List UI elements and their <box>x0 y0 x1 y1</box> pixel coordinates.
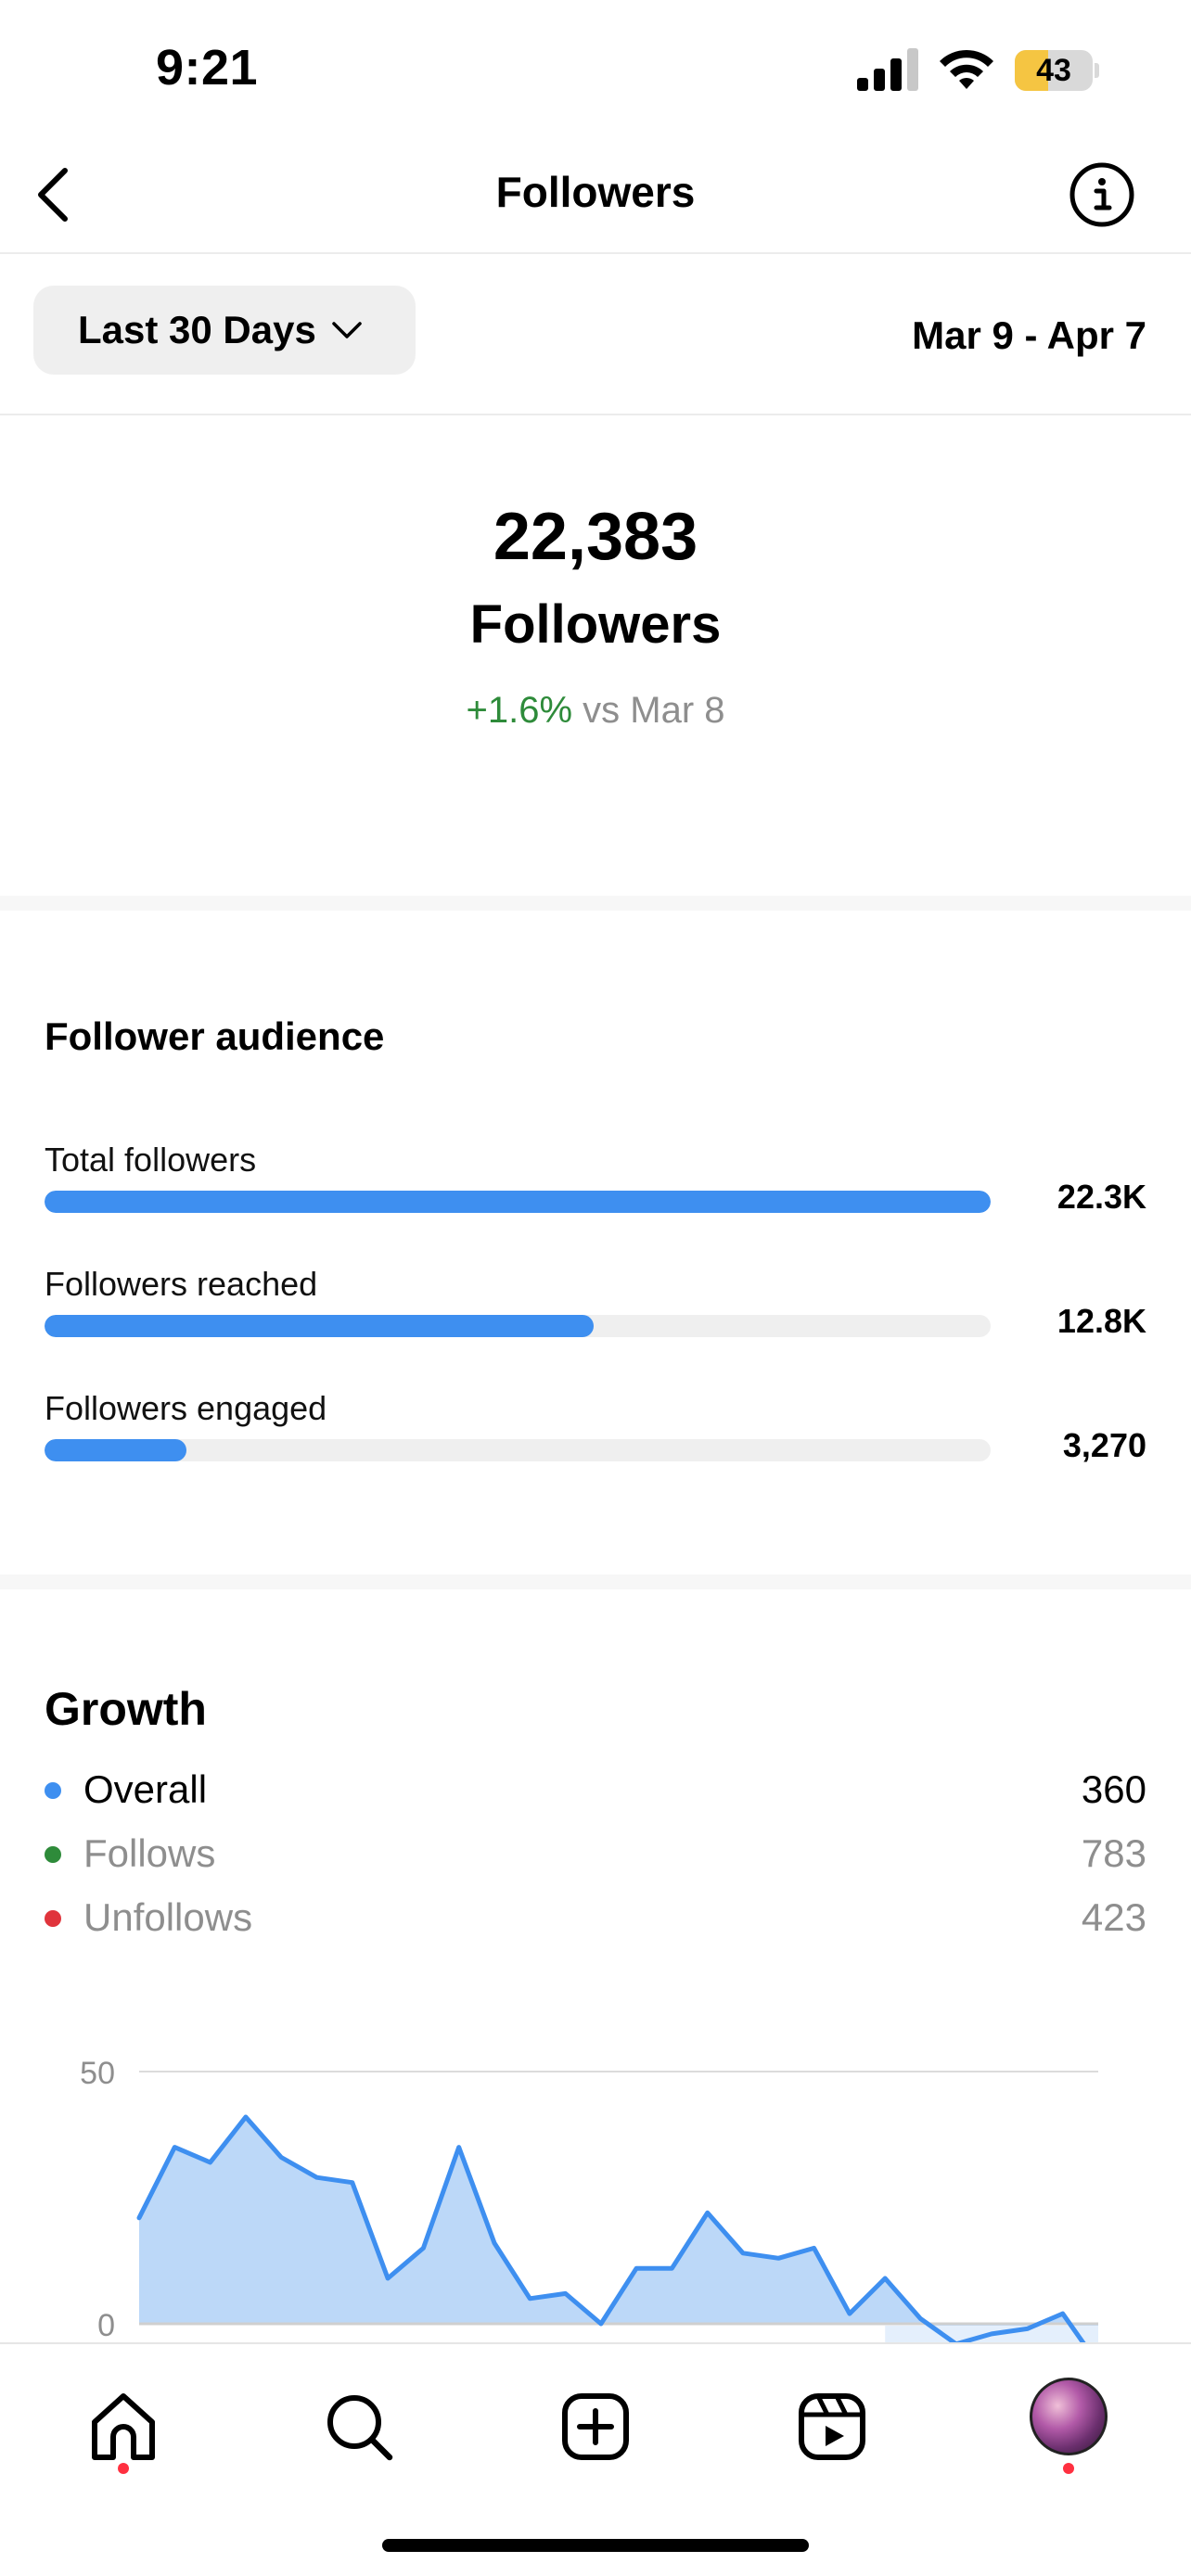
follower-audience-section: Follower audience Total followers 22.3K … <box>0 911 1191 1575</box>
search-icon <box>327 2395 393 2461</box>
change-line: +1.6% vs Mar 8 <box>0 690 1191 732</box>
plus-square-icon <box>562 2393 629 2460</box>
y-tick-label: 50 <box>80 2056 115 2091</box>
metric-track <box>45 1191 991 1213</box>
legend-unfollows[interactable]: Unfollows 423 <box>45 1890 1146 1945</box>
tab-reels[interactable] <box>790 2385 874 2468</box>
metric-label: Followers reached <box>45 1265 318 1303</box>
metric-total-followers: Total followers 22.3K <box>45 1141 1146 1233</box>
legend-label: Unfollows <box>83 1895 253 1939</box>
legend-label: Overall <box>83 1767 208 1811</box>
section-title: Follower audience <box>45 1014 385 1058</box>
profile-notification-dot <box>1063 2463 1074 2474</box>
avatar[interactable] <box>1030 2378 1108 2455</box>
metric-followers-reached: Followers reached 12.8K <box>45 1265 1146 1358</box>
metric-bar <box>45 1439 186 1461</box>
date-range-text: Mar 9 - Apr 7 <box>912 313 1146 357</box>
legend-value: 360 <box>1081 1767 1146 1811</box>
reels-icon <box>799 2393 865 2460</box>
followers-summary: 22,383 Followers +1.6% vs Mar 8 <box>0 417 1191 896</box>
metric-followers-engaged: Followers engaged 3,270 <box>45 1389 1146 1482</box>
battery-charging-icon: 43 <box>1015 50 1099 91</box>
overall-line <box>136 2114 1089 2346</box>
metric-track <box>45 1439 991 1461</box>
date-range-dropdown[interactable]: Last 30 Days <box>33 286 416 375</box>
chevron-left-icon[interactable] <box>28 161 80 228</box>
bottom-tab-bar <box>0 2342 1191 2576</box>
nav-header: Followers <box>0 139 1191 254</box>
legend-overall[interactable]: Overall 360 <box>45 1762 1146 1817</box>
followers-label: Followers <box>469 594 722 655</box>
change-percent: +1.6% <box>466 690 573 731</box>
info-icon[interactable] <box>1067 159 1137 230</box>
section-divider <box>0 1575 1191 1589</box>
metric-bar <box>45 1191 991 1213</box>
legend-label: Follows <box>83 1831 216 1875</box>
tab-search[interactable] <box>317 2385 401 2468</box>
metric-value: 22.3K <box>1057 1178 1146 1216</box>
legend-dot <box>45 1782 61 1799</box>
home-icon <box>92 2393 155 2460</box>
battery-percentage: 43 <box>1036 53 1071 88</box>
growth-chart-svg: 50 0 <box>80 2056 1098 2346</box>
y-tick-label: 0 <box>97 2308 115 2343</box>
tab-create[interactable] <box>554 2385 637 2468</box>
legend-value: 423 <box>1081 1895 1146 1939</box>
metric-bar <box>45 1315 594 1337</box>
legend-value: 783 <box>1081 1831 1146 1875</box>
growth-chart[interactable]: 50 0 <box>0 2040 1191 2346</box>
legend-dot <box>45 1846 61 1863</box>
overall-area <box>139 2117 1098 2346</box>
metric-label: Followers engaged <box>45 1389 327 1427</box>
growth-section: Growth Overall 360 Follows 783 Unfollows… <box>0 1589 1191 2350</box>
page-title: Followers <box>495 168 696 216</box>
metric-track <box>45 1315 991 1337</box>
metric-value: 3,270 <box>1062 1426 1146 1464</box>
legend-dot <box>45 1910 61 1927</box>
home-notification-dot <box>118 2463 129 2474</box>
chevron-down-icon <box>332 322 362 338</box>
date-range-dropdown-label: Last 30 Days <box>78 308 316 351</box>
wifi-icon <box>940 49 993 89</box>
metric-label: Total followers <box>45 1141 257 1179</box>
tab-home[interactable] <box>82 2385 165 2468</box>
section-divider <box>0 896 1191 911</box>
status-bar: 9:21 43 <box>0 0 1191 130</box>
followers-count: 22,383 <box>493 500 698 574</box>
home-indicator <box>382 2539 809 2552</box>
cellular-signal-icon <box>857 48 918 91</box>
status-time: 9:21 <box>156 40 259 96</box>
change-compare: vs Mar 8 <box>583 690 725 731</box>
filter-row: Last 30 Days Mar 9 - Apr 7 <box>0 256 1191 415</box>
legend-follows[interactable]: Follows 783 <box>45 1826 1146 1881</box>
section-title: Growth <box>45 1683 207 1735</box>
metric-value: 12.8K <box>1057 1302 1146 1340</box>
